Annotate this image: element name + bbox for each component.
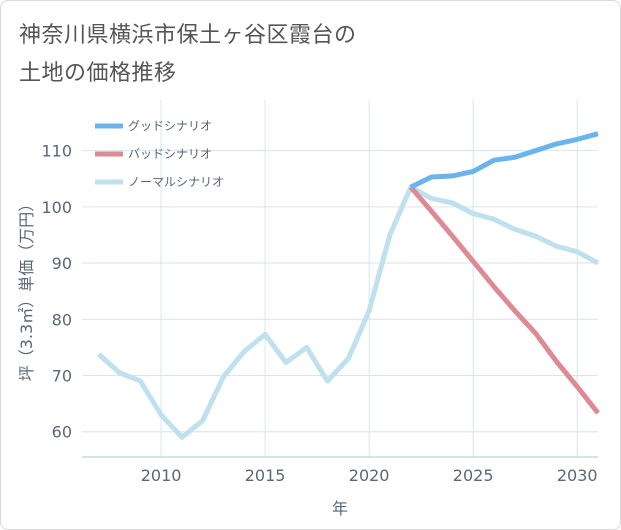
series-line-1 (408, 185, 600, 415)
x-tick-label: 2010 (141, 466, 182, 485)
series-line-0 (409, 131, 599, 190)
y-tick-label: 70 (52, 366, 72, 385)
y-axis-label: 坪（3.3㎡）単価（万円） (17, 196, 36, 381)
x-tick-label: 2030 (557, 466, 598, 485)
chart-title-line-1: 神奈川県横浜市保土ヶ谷区霞台の (19, 23, 357, 48)
x-axis-label: 年 (332, 499, 348, 518)
x-tick-label: 2020 (349, 466, 390, 485)
series-line-2 (96, 184, 600, 440)
y-tick-label: 80 (52, 310, 72, 329)
legend-label: グッドシナリオ (128, 119, 212, 133)
gridlines (82, 100, 598, 457)
tick-labels: 2010 2015 2020 2025 2030 60 70 80 90 100 110 (41, 142, 597, 485)
legend-label: バッドシナリオ (128, 147, 212, 161)
chart-title-line-2: 土地の価格推移 (19, 61, 177, 86)
y-tick-label: 100 (41, 198, 72, 217)
series-lines (96, 131, 600, 440)
x-tick-label: 2015 (245, 466, 286, 485)
y-tick-label: 110 (41, 142, 72, 161)
legend-label: ノーマルシナリオ (128, 175, 224, 189)
y-tick-label: 90 (52, 254, 72, 273)
y-tick-label: 60 (52, 423, 72, 442)
x-tick-label: 2025 (453, 466, 494, 485)
